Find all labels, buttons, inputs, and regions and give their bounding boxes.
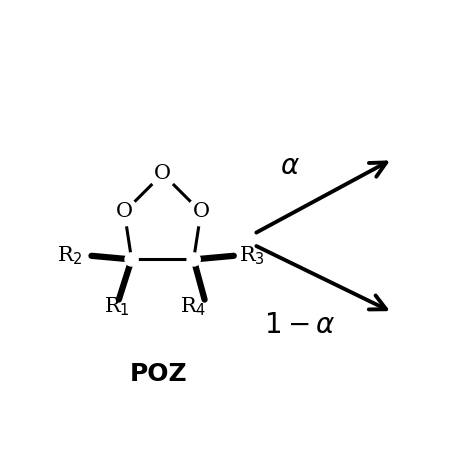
Text: R$_4$: R$_4$ [181,296,207,318]
Text: $\alpha$: $\alpha$ [281,153,301,180]
Text: O: O [116,202,133,221]
Text: O: O [192,202,210,221]
Text: $1-\alpha$: $1-\alpha$ [264,311,335,338]
Text: O: O [154,164,171,183]
Text: R$_3$: R$_3$ [239,245,265,267]
Text: R$_2$: R$_2$ [56,245,82,267]
Circle shape [125,253,138,266]
Text: R$_1$: R$_1$ [104,296,130,318]
Circle shape [149,160,176,188]
Text: POZ: POZ [130,363,188,386]
Circle shape [110,198,138,226]
Circle shape [187,198,215,226]
Circle shape [187,253,200,266]
